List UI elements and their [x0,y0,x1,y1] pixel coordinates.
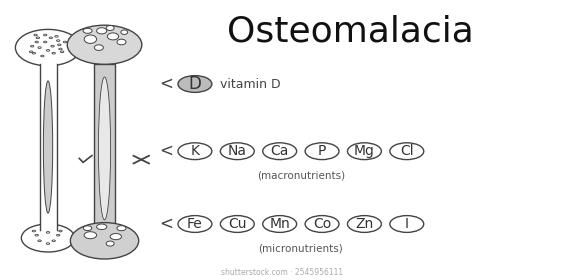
Ellipse shape [121,30,128,34]
Text: Fe: Fe [187,217,203,231]
Circle shape [32,230,36,232]
Circle shape [52,240,55,242]
Circle shape [178,143,212,160]
Circle shape [178,76,212,92]
Text: I: I [405,217,409,231]
Ellipse shape [98,77,111,220]
Circle shape [41,55,44,57]
Ellipse shape [67,25,142,64]
Text: Zn: Zn [355,217,373,231]
Circle shape [46,243,50,244]
Text: Co: Co [313,217,331,231]
Ellipse shape [94,45,103,50]
Text: Mn: Mn [270,217,290,231]
Text: Na: Na [228,144,247,158]
Circle shape [63,41,67,43]
Ellipse shape [117,226,126,231]
Ellipse shape [106,25,114,31]
Ellipse shape [70,223,139,259]
Circle shape [49,37,53,39]
Circle shape [263,143,297,160]
Ellipse shape [84,35,97,43]
Circle shape [46,50,50,51]
Text: Ca: Ca [271,144,289,158]
Ellipse shape [107,33,119,40]
Text: <: < [160,75,173,93]
Text: (micronutrients): (micronutrients) [259,244,344,254]
Circle shape [38,47,41,48]
Circle shape [31,45,34,47]
Circle shape [60,51,64,53]
Text: Cl: Cl [400,144,414,158]
Circle shape [51,45,54,47]
Circle shape [44,34,47,36]
Text: Cu: Cu [228,217,246,231]
Circle shape [178,216,212,232]
Text: (macronutrients): (macronutrients) [257,171,345,181]
Circle shape [59,48,62,50]
Circle shape [56,40,60,41]
Circle shape [305,216,339,232]
Circle shape [52,52,55,54]
Text: P: P [318,144,326,158]
Text: Osteomalacia: Osteomalacia [227,14,473,48]
Circle shape [36,37,40,39]
Text: vitamin D: vitamin D [220,78,281,90]
Text: shutterstock.com · 2545956111: shutterstock.com · 2545956111 [221,268,344,277]
Circle shape [35,41,38,43]
Ellipse shape [84,226,92,231]
Text: K: K [190,144,199,158]
Circle shape [347,216,381,232]
Circle shape [44,41,47,43]
Circle shape [29,51,33,53]
Circle shape [347,143,381,160]
Ellipse shape [110,234,121,240]
Ellipse shape [21,224,75,252]
Ellipse shape [97,28,107,34]
Circle shape [305,143,339,160]
Circle shape [390,143,424,160]
Circle shape [58,44,61,46]
Ellipse shape [84,232,97,239]
Circle shape [35,234,38,236]
Ellipse shape [97,224,107,230]
Circle shape [263,216,297,232]
Ellipse shape [15,29,81,66]
Text: <: < [160,215,173,233]
Circle shape [56,234,60,236]
Ellipse shape [44,81,53,213]
Circle shape [55,36,58,37]
Circle shape [220,143,254,160]
Circle shape [34,34,37,36]
Circle shape [59,230,62,232]
Text: <: < [160,142,173,160]
Circle shape [38,240,41,242]
Ellipse shape [83,28,92,33]
Bar [40,64,56,230]
Ellipse shape [117,39,126,45]
Circle shape [220,216,254,232]
Circle shape [46,232,50,233]
Circle shape [32,52,36,54]
Circle shape [390,216,424,232]
Ellipse shape [106,241,114,246]
Text: D: D [189,75,201,93]
Text: Mg: Mg [354,144,375,158]
Bar [94,64,115,232]
